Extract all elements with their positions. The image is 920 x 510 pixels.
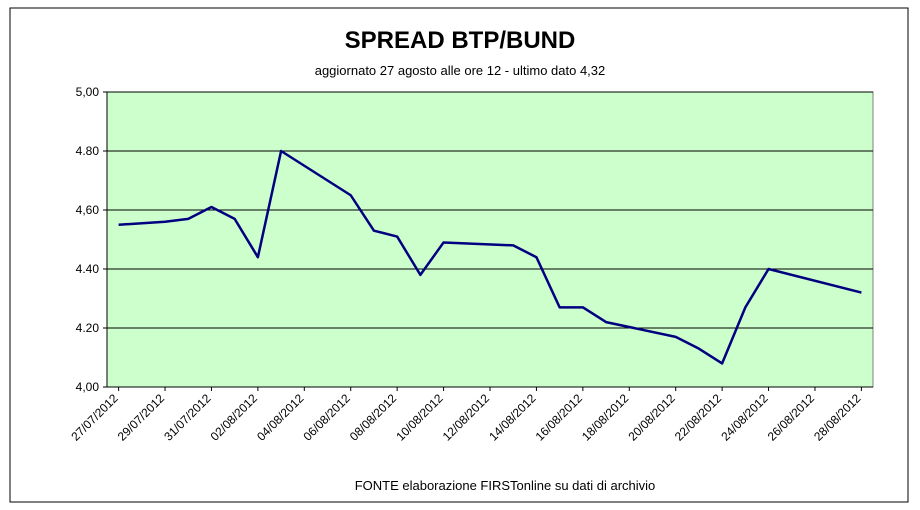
plot-area <box>106 91 874 388</box>
source-note: FONTE elaborazione FIRSTonline su dati d… <box>355 478 656 493</box>
y-tick-label: 4,00 <box>76 380 100 394</box>
y-tick-label: 4,60 <box>76 203 100 217</box>
chart-subtitle: aggiornato 27 agosto alle ore 12 - ultim… <box>315 63 606 78</box>
y-tick-label: 4.20 <box>76 321 100 335</box>
y-tick-label: 4.80 <box>76 144 100 158</box>
y-tick-label: 5,00 <box>76 85 100 99</box>
chart-title: SPREAD BTP/BUND <box>345 27 576 54</box>
series-line <box>118 149 862 365</box>
y-tick-label: 4.40 <box>76 262 100 276</box>
